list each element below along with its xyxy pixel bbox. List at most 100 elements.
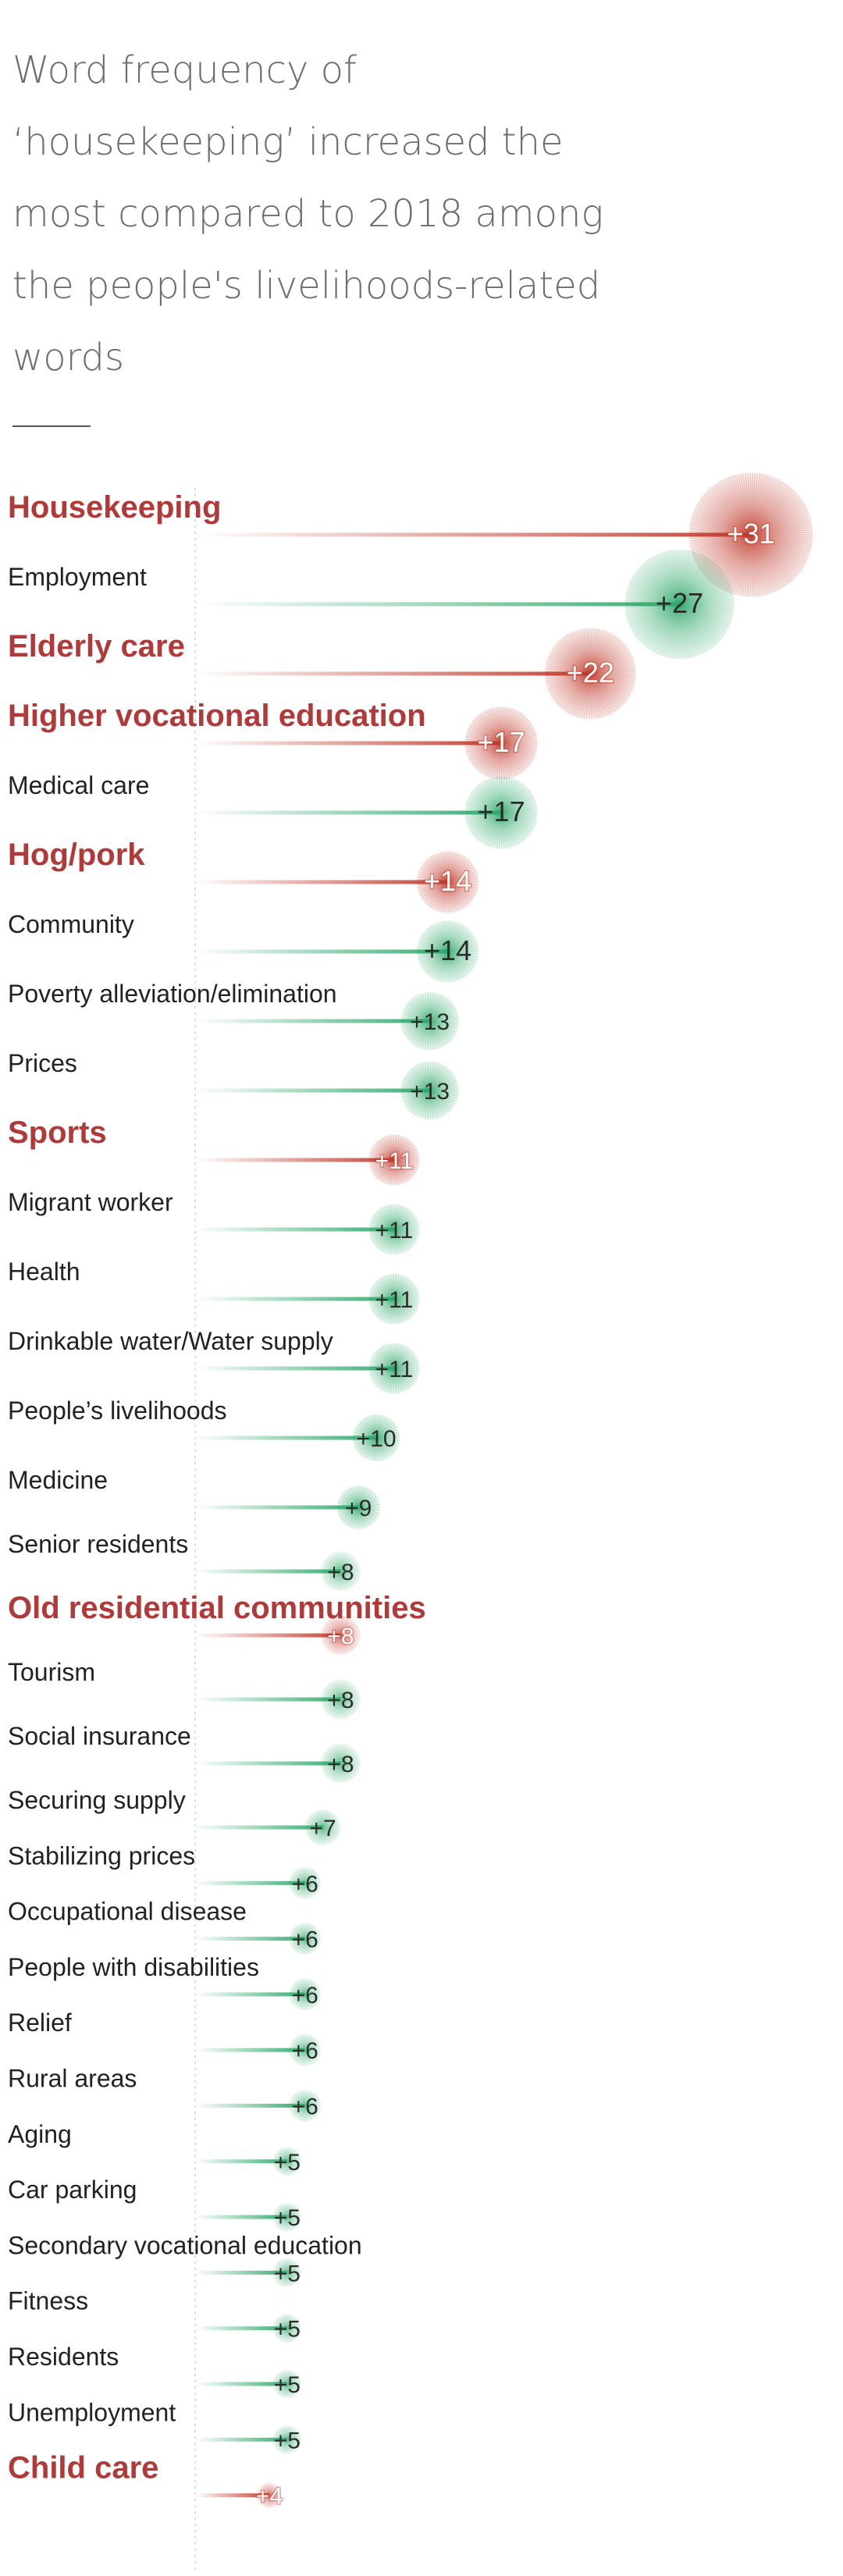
burst-ray: [750, 499, 802, 535]
burst-ray: [358, 1507, 380, 1511]
category-label: People’s livelihoods: [8, 1397, 226, 1425]
burst-ray: [375, 1415, 384, 1439]
burst-ray: [589, 639, 621, 674]
burst-ray: [500, 720, 531, 744]
burst-ray: [500, 713, 523, 744]
burst-ray: [393, 1204, 400, 1230]
burst-ray: [375, 1142, 395, 1161]
burst-ray: [389, 1134, 395, 1161]
burst-ray: [500, 742, 503, 780]
burst-ray: [490, 812, 502, 848]
burst-ray: [344, 1507, 359, 1525]
burst-ray: [750, 472, 756, 535]
burst-ray: [393, 1298, 403, 1324]
burst-ray: [589, 673, 623, 707]
burst-ray: [718, 481, 752, 535]
burst-ray: [553, 673, 591, 701]
burst-rays-4: [464, 706, 538, 780]
burst-ray: [750, 534, 756, 597]
burst-ray: [673, 603, 681, 659]
burst-ray: [429, 995, 445, 1022]
burst-ray: [393, 1276, 408, 1300]
burst-ray: [429, 1090, 451, 1112]
burst-ray: [500, 812, 516, 847]
burst-ray: [375, 1437, 397, 1450]
burst-ray: [372, 1298, 395, 1312]
burst-ray: [393, 1298, 420, 1303]
value-label: +6: [292, 1871, 318, 1897]
burst-ray: [447, 876, 478, 883]
burst-ray: [500, 709, 516, 744]
burst-ray: [382, 1346, 395, 1369]
burst-ray: [589, 673, 621, 709]
burst-ray: [375, 1229, 395, 1247]
burst-ray: [447, 951, 471, 973]
burst-ray: [500, 801, 536, 813]
burst-ray: [750, 526, 813, 535]
burst-ray: [589, 673, 592, 720]
burst-ray: [447, 933, 473, 952]
burst-ray: [430, 925, 448, 952]
category-label: Unemployment: [8, 2398, 176, 2426]
burst-ray: [750, 534, 811, 553]
burst-ray: [447, 951, 450, 983]
bar-16: [195, 1569, 341, 1574]
value-label: +6: [292, 1927, 318, 1953]
burst-ray: [393, 1364, 420, 1369]
burst-ray: [590, 650, 631, 674]
burst-ray: [678, 549, 681, 605]
burst-ray: [575, 630, 591, 674]
burst-ray: [589, 631, 607, 674]
burst-ray: [679, 603, 725, 636]
burst-ray: [589, 673, 607, 717]
burst-ray: [393, 1229, 414, 1246]
burst-ray: [750, 534, 813, 546]
burst-ray: [477, 742, 502, 771]
burst-ray: [679, 568, 722, 605]
burst-ray: [393, 1343, 403, 1369]
burst-rays-1: [688, 472, 813, 597]
burst-ray: [628, 585, 680, 605]
burst-ray: [375, 1426, 397, 1439]
burst-ray: [500, 742, 535, 760]
burst-ray: [375, 1423, 396, 1439]
burst-ray: [679, 603, 727, 632]
burst-ray: [679, 567, 720, 605]
burst-ray: [554, 644, 591, 674]
burst-ray: [730, 475, 752, 535]
burst-ray: [652, 557, 681, 605]
burst-ray: [573, 673, 591, 717]
burst-ray: [750, 534, 768, 595]
value-label: +14: [424, 934, 471, 966]
burst-ray: [387, 1229, 395, 1254]
burst-ray: [500, 742, 516, 777]
bar-2: [195, 602, 680, 607]
category-label: Social insurance: [8, 1722, 191, 1750]
burst-ray: [424, 1090, 431, 1119]
burst-ray: [500, 742, 537, 752]
burst-ray: [679, 550, 690, 605]
burst-ray: [589, 673, 624, 705]
burst-ray: [750, 534, 759, 597]
burst-ray: [679, 561, 715, 605]
burst-ray: [560, 673, 591, 709]
burst-ray: [406, 1073, 430, 1091]
burst-ray: [475, 717, 502, 744]
burst-ray: [430, 881, 448, 909]
value-label: +6: [292, 1983, 318, 2008]
burst-ray: [393, 1346, 408, 1369]
burst-ray: [679, 564, 719, 605]
burst-ray: [447, 881, 450, 913]
burst-ray: [440, 852, 449, 883]
burst-ray: [353, 1507, 359, 1529]
burst-ray: [384, 1159, 395, 1184]
value-label: +14: [424, 865, 471, 897]
burst-ray: [358, 1507, 379, 1517]
burst-ray: [750, 478, 777, 535]
burst-ray: [500, 788, 528, 813]
burst-ray: [500, 742, 528, 768]
category-label: Sports: [8, 1115, 107, 1150]
burst-ray: [750, 493, 798, 535]
burst-ray: [500, 714, 525, 744]
burst-rays-13: [368, 1343, 420, 1394]
